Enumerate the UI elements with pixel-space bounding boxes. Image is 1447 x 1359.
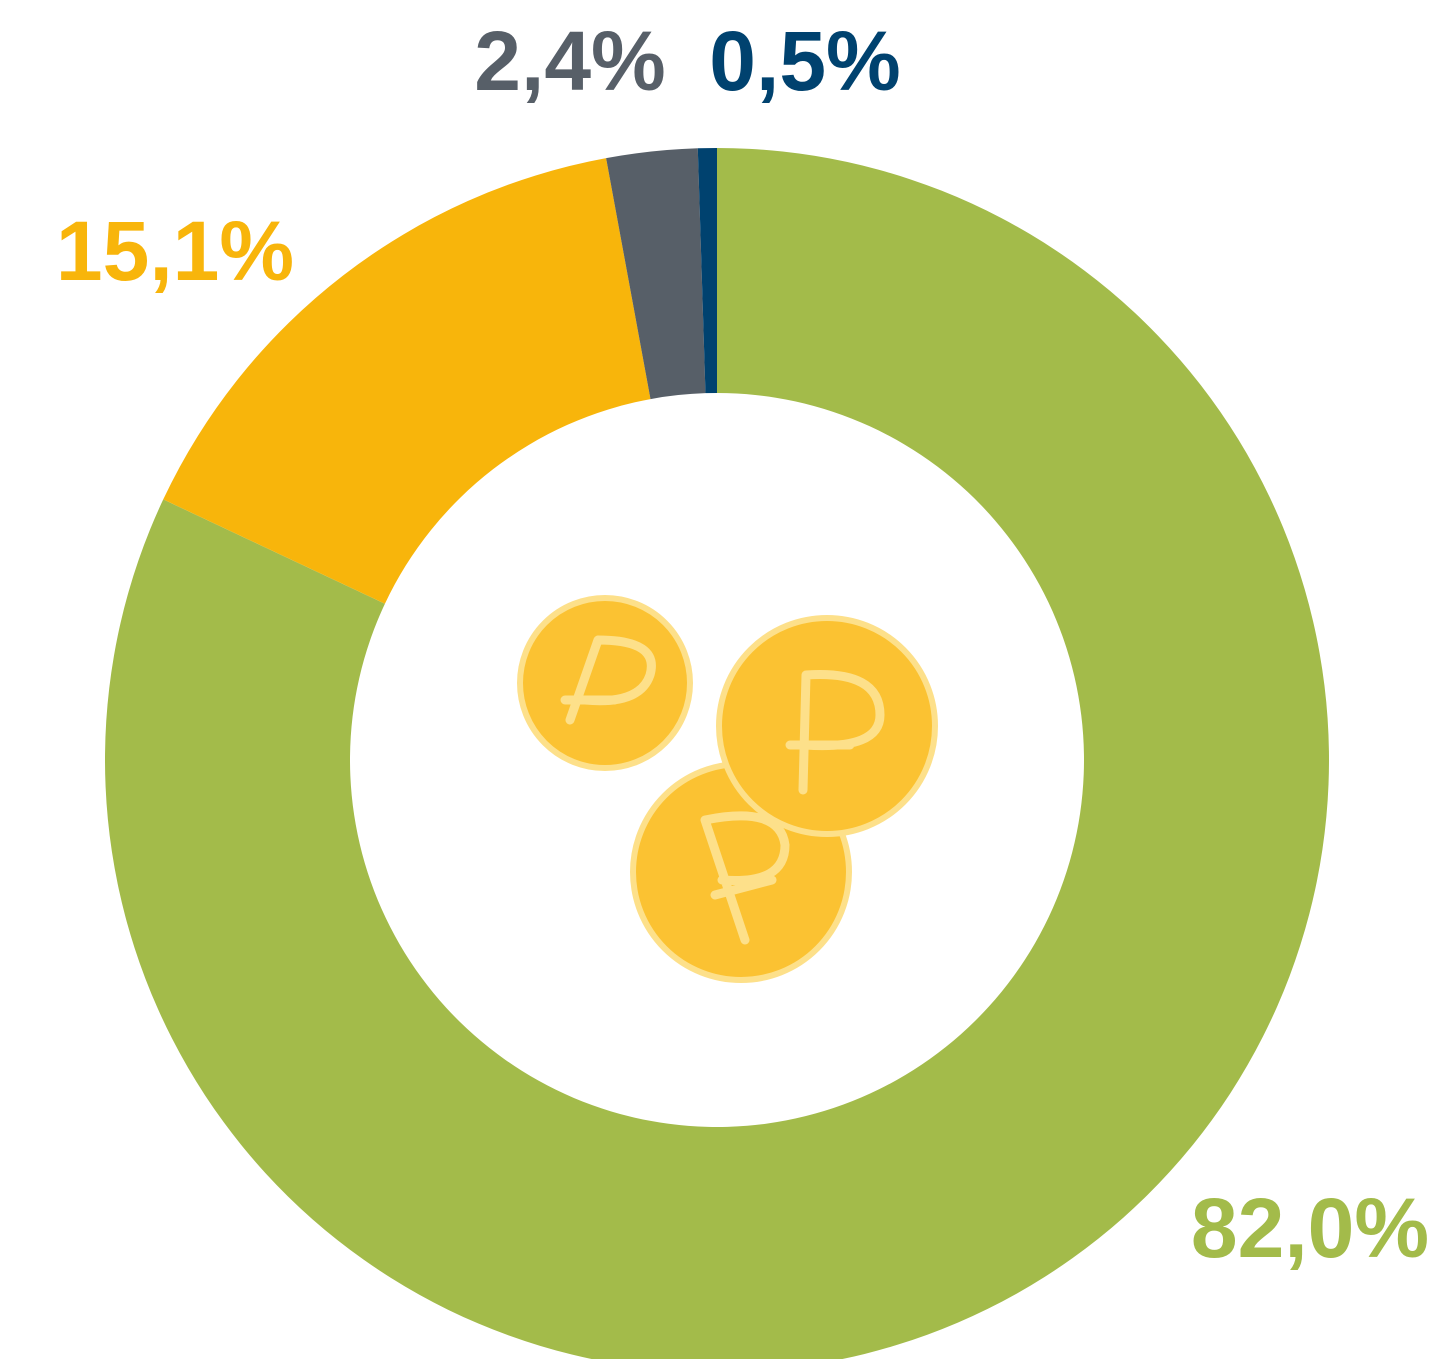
ruble-sign	[785, 670, 885, 795]
data-label: 15,1%	[56, 204, 294, 298]
data-label: 82,0%	[1191, 1181, 1429, 1275]
donut-slice	[163, 158, 651, 604]
coin	[517, 595, 693, 771]
ruble-sign	[560, 635, 656, 725]
coin	[716, 615, 938, 837]
donut	[105, 148, 1329, 1359]
donut-slice	[606, 148, 706, 400]
ruble-sign	[700, 811, 790, 945]
data-label: 2,4%	[474, 14, 665, 108]
data-label: 0,5%	[709, 14, 900, 108]
coins-illustration	[517, 595, 938, 983]
donut-slice	[105, 148, 1329, 1359]
donut-slice	[697, 148, 717, 394]
